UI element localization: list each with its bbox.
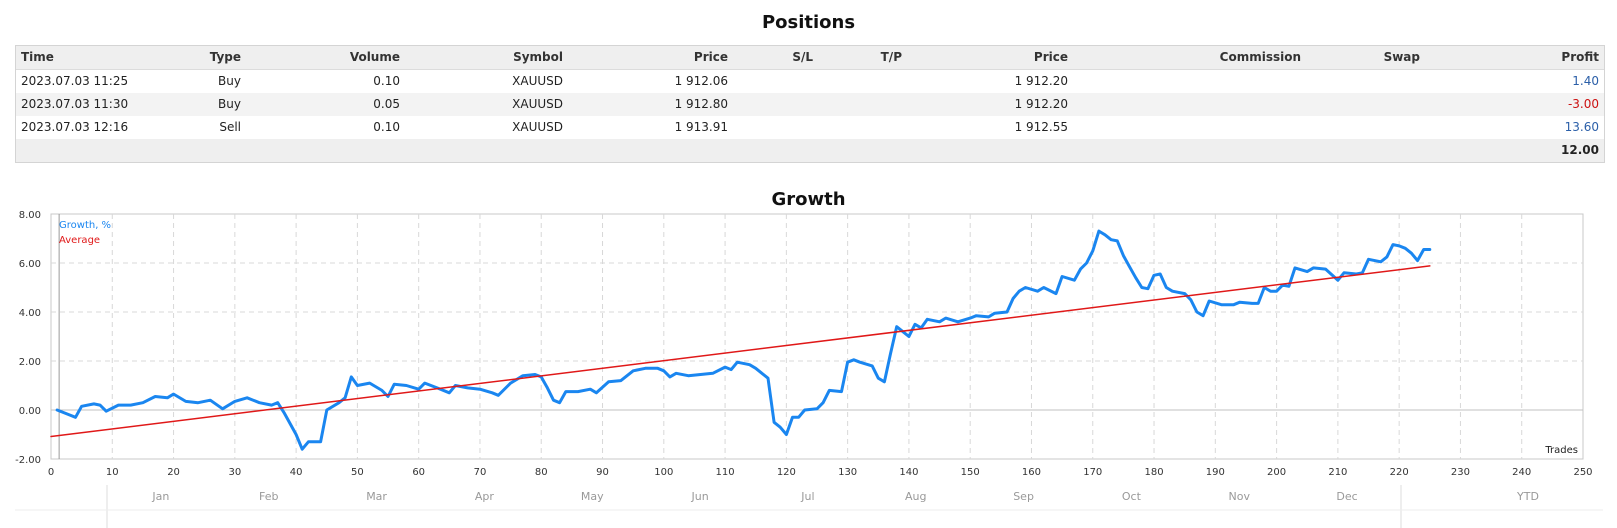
x-tick-label: 50 xyxy=(351,467,364,478)
positions-title: Positions xyxy=(761,12,856,33)
cell-profit: 1.40 xyxy=(1572,74,1599,88)
x-tick-label: 160 xyxy=(1022,467,1041,478)
x-tick-label: 170 xyxy=(1083,467,1102,478)
header-type[interactable]: Type xyxy=(209,50,241,64)
y-tick-label: 6.00 xyxy=(19,259,41,270)
growth-chart: 8.00 6.00 4.00 2.00 0.00 -2.00 0 10 20 30 40 50 60 70… xyxy=(15,210,1603,528)
cell-volume: 0.10 xyxy=(373,74,400,88)
ytd-label: YTD xyxy=(1516,490,1539,503)
x-tick-label: 110 xyxy=(716,467,735,478)
x-tick-label: 100 xyxy=(654,467,673,478)
y-tick-label: 4.00 xyxy=(19,308,41,319)
x-tick-label: 180 xyxy=(1144,467,1163,478)
month-label: Jan xyxy=(151,490,169,503)
month-label: Aug xyxy=(905,490,926,503)
month-label: Apr xyxy=(475,490,495,503)
cell-price-current: 1 912.20 xyxy=(1014,74,1068,88)
header-profit[interactable]: Profit xyxy=(1561,50,1599,64)
cell-type: Buy xyxy=(218,74,241,88)
month-label: Mar xyxy=(366,490,387,503)
cell-time: 2023.07.03 12:16 xyxy=(21,120,129,134)
x-tick-label: 210 xyxy=(1328,467,1347,478)
month-label: Feb xyxy=(259,490,278,503)
header-swap[interactable]: Swap xyxy=(1383,50,1420,64)
month-label: May xyxy=(581,490,604,503)
x-tick-label: 90 xyxy=(596,467,609,478)
x-tick-label: 200 xyxy=(1267,467,1286,478)
cell-type: Sell xyxy=(219,120,241,134)
y-tick-label: 2.00 xyxy=(19,357,41,368)
x-tick-label: 240 xyxy=(1512,467,1531,478)
x-tick-label: 130 xyxy=(838,467,857,478)
total-profit: 12.00 xyxy=(1561,143,1599,157)
x-tick-label: 60 xyxy=(412,467,425,478)
growth-series-line xyxy=(55,229,1432,451)
cell-price-current: 1 912.55 xyxy=(1014,120,1068,134)
cell-profit: 13.60 xyxy=(1564,120,1599,134)
x-tick-label: 30 xyxy=(228,467,241,478)
header-price-open[interactable]: Price xyxy=(693,50,728,64)
month-label: Jul xyxy=(800,490,814,503)
month-label: Oct xyxy=(1122,490,1142,503)
header-symbol[interactable]: Symbol xyxy=(513,50,563,64)
average-series-line xyxy=(50,265,1431,438)
x-tick-label: 230 xyxy=(1451,467,1470,478)
header-volume[interactable]: Volume xyxy=(349,50,400,64)
cell-volume: 0.05 xyxy=(373,97,400,111)
x-tick-label: 80 xyxy=(535,467,548,478)
cell-symbol: XAUUSD xyxy=(512,97,563,111)
x-tick-label: 10 xyxy=(106,467,119,478)
x-tick-label: 0 xyxy=(48,467,54,478)
legend-item: Average xyxy=(59,235,100,246)
x-tick-label: 120 xyxy=(777,467,796,478)
x-tick-label: 140 xyxy=(899,467,918,478)
cell-volume: 0.10 xyxy=(373,120,400,134)
month-label: Sep xyxy=(1013,490,1034,503)
header-commission[interactable]: Commission xyxy=(1219,50,1301,64)
table-total-row: 12.00 xyxy=(16,139,1604,162)
y-tick-label: 8.00 xyxy=(19,210,41,221)
table-row[interactable]: 2023.07.03 11:25 Buy 0.10 XAUUSD 1 912.0… xyxy=(16,70,1604,93)
header-sl[interactable]: S/L xyxy=(792,50,813,64)
cell-price-current: 1 912.20 xyxy=(1014,97,1068,111)
positions-table: Time Type Volume Symbol Price S/L T/P Pr… xyxy=(15,45,1605,163)
cell-time: 2023.07.03 11:25 xyxy=(21,74,129,88)
plot-area xyxy=(50,213,1584,460)
legend-item: Growth, % xyxy=(59,220,111,231)
cell-price-open: 1 912.80 xyxy=(674,97,728,111)
month-label: Dec xyxy=(1336,490,1357,503)
x-tick-label: 150 xyxy=(961,467,980,478)
cell-symbol: XAUUSD xyxy=(512,74,563,88)
cell-price-open: 1 912.06 xyxy=(674,74,728,88)
table-header-row: Time Type Volume Symbol Price S/L T/P Pr… xyxy=(16,46,1604,70)
x-tick-label: 70 xyxy=(474,467,487,478)
cell-time: 2023.07.03 11:30 xyxy=(21,97,129,111)
x-tick-label: 190 xyxy=(1206,467,1225,478)
header-tp[interactable]: T/P xyxy=(880,50,902,64)
header-time[interactable]: Time xyxy=(21,50,54,64)
x-tick-label: 20 xyxy=(167,467,180,478)
cell-type: Buy xyxy=(218,97,241,111)
month-label: Jun xyxy=(690,490,708,503)
cell-price-open: 1 913.91 xyxy=(674,120,728,134)
growth-title: Growth xyxy=(771,189,846,210)
header-price-current[interactable]: Price xyxy=(1033,50,1068,64)
cell-profit: -3.00 xyxy=(1567,97,1599,111)
y-tick-label: -2.00 xyxy=(15,455,41,466)
table-row[interactable]: 2023.07.03 11:30 Buy 0.05 XAUUSD 1 912.8… xyxy=(16,93,1604,116)
y-tick-label: 0.00 xyxy=(19,406,41,417)
x-tick-label: 250 xyxy=(1573,467,1592,478)
month-label: Nov xyxy=(1229,490,1251,503)
x-tick-label: 220 xyxy=(1390,467,1409,478)
cell-symbol: XAUUSD xyxy=(512,120,563,134)
x-tick-label: 40 xyxy=(290,467,303,478)
trades-axis-label: Trades xyxy=(1544,445,1578,456)
table-row[interactable]: 2023.07.03 12:16 Sell 0.10 XAUUSD 1 913.… xyxy=(16,116,1604,139)
